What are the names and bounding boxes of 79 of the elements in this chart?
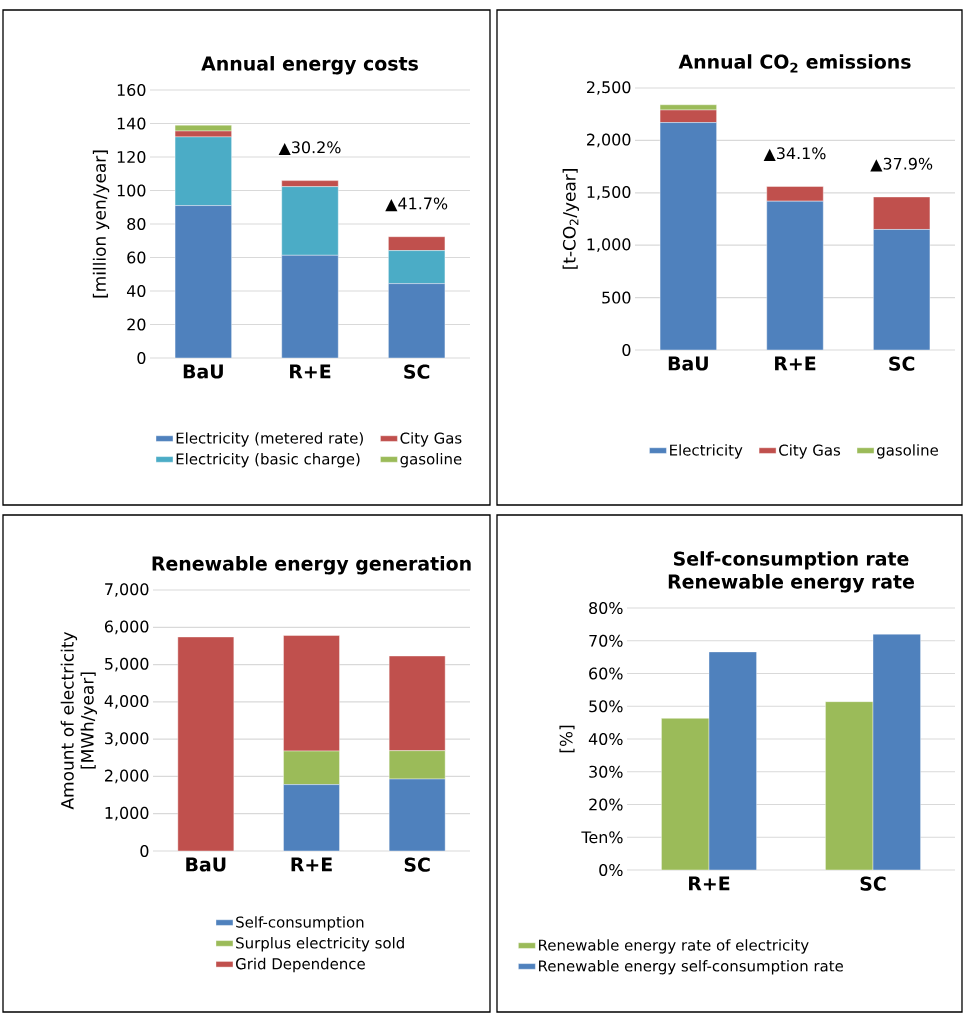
legend-label: City Gas	[779, 444, 841, 459]
x-tick-label: R+E	[775, 356, 816, 371]
y-axis-title: Amount of electricity [MWh/year]	[60, 631, 97, 810]
chart-title: Renewable energy generation	[152, 556, 471, 575]
y-tick-label: 3,000	[105, 732, 149, 746]
y-tick-label: 80	[127, 217, 146, 231]
bar	[283, 784, 340, 851]
chart-title: Annual CO$_{2}$ emissions	[678, 54, 911, 73]
chart-title: Self-consumption rate Renewable energy rate	[668, 551, 914, 593]
y-tick-label: Ten%	[581, 831, 623, 844]
y-tick-label: 40%	[588, 732, 623, 746]
x-tick-label: R+E	[291, 857, 332, 872]
bar	[766, 186, 824, 202]
bar	[388, 283, 446, 358]
y-axis-title: [million yen/year]	[92, 150, 110, 298]
y-tick-label: 500	[602, 291, 631, 304]
y-tick-label: 60%	[589, 667, 623, 680]
legend-label: Renewable energy self-consumption rate	[539, 960, 843, 975]
x-tick-label: BaU	[183, 364, 223, 379]
y-axis-title: [%]	[559, 725, 575, 753]
x-tick-label: BaU	[668, 356, 708, 371]
legend-label: Self-consumption	[236, 916, 364, 931]
legend-label: gasoline	[400, 453, 462, 468]
y-tick-label: 0%	[599, 863, 623, 877]
y-tick-label: 120	[117, 150, 146, 164]
legend-label: City Gas	[400, 432, 462, 447]
legend-label: Surplus electricity sold	[236, 937, 404, 952]
x-tick-label: SC	[889, 356, 915, 371]
x-tick-label: BaU	[186, 857, 226, 872]
y-tick-label: 50%	[589, 700, 623, 713]
y-tick-label: 2,000	[587, 133, 631, 148]
annotation: ▲30.2%	[278, 141, 341, 156]
annotation: ▲41.7%	[385, 197, 448, 212]
bar	[708, 651, 757, 870]
bar	[659, 122, 717, 350]
y-tick-label: 0	[140, 844, 149, 858]
y-tick-label: 160	[117, 83, 146, 97]
x-tick-label: SC	[404, 857, 430, 872]
y-tick-label: 100	[117, 184, 146, 197]
bar	[872, 634, 921, 870]
y-tick-label: 1,000	[105, 806, 149, 821]
y-tick-label: 4,000	[104, 695, 149, 709]
y-tick-label: 60	[127, 251, 146, 264]
y-tick-label: 1,000	[587, 238, 631, 253]
bar	[177, 636, 235, 851]
y-tick-label: 30%	[589, 765, 623, 778]
bar	[766, 200, 824, 350]
legend-label: Electricity (basic charge)	[176, 453, 360, 468]
y-axis-title: [t-CO$_{2}$/year]	[562, 169, 579, 269]
y-tick-label: 40	[126, 284, 146, 298]
x-tick-label: R+E	[290, 364, 331, 379]
y-tick-label: 20	[127, 318, 146, 331]
x-tick-label: SC	[860, 876, 886, 891]
y-tick-label: 6,000	[104, 620, 149, 635]
bar	[388, 778, 446, 851]
x-tick-label: SC	[404, 364, 430, 379]
bar	[281, 255, 339, 358]
y-tick-label: 2,500	[587, 81, 631, 95]
y-tick-label: 2,000	[105, 769, 149, 784]
legend-label: Grid Dependence	[236, 957, 365, 973]
y-tick-label: 20%	[589, 798, 623, 811]
x-tick-label: R+E	[689, 876, 730, 891]
bar	[174, 205, 232, 358]
y-tick-label: 0	[137, 351, 146, 365]
legend-label: Electricity	[670, 444, 743, 459]
chart-title: Annual energy costs	[201, 56, 418, 75]
annotation: ▲34.1%	[763, 147, 826, 161]
bar	[873, 229, 931, 350]
annotation: ▲37.9%	[870, 157, 933, 172]
legend-label: Renewable energy rate of electricity	[539, 939, 809, 954]
legend-label: Electricity (metered rate)	[176, 432, 363, 447]
y-tick-label: 70%	[589, 634, 623, 647]
y-tick-label: 0	[622, 343, 631, 357]
y-tick-label: 5,000	[105, 657, 149, 672]
legend-label: gasoline	[877, 444, 938, 459]
y-tick-label: 80%	[589, 601, 623, 615]
y-tick-label: 140	[117, 117, 146, 130]
y-tick-label: 7,000	[105, 583, 149, 597]
y-tick-label: 1,500	[587, 185, 631, 200]
